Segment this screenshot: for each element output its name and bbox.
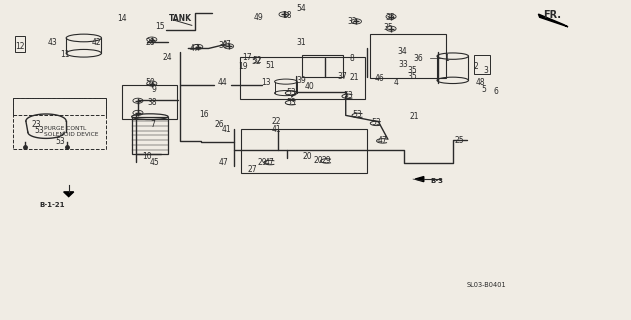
Text: 10: 10 bbox=[142, 152, 151, 161]
Bar bbox=[241, 129, 367, 173]
Text: 35: 35 bbox=[384, 23, 393, 32]
Text: 53: 53 bbox=[353, 110, 363, 119]
Text: 30: 30 bbox=[219, 41, 228, 50]
Text: 15: 15 bbox=[155, 22, 165, 31]
Text: 46: 46 bbox=[375, 74, 385, 83]
Text: 47: 47 bbox=[221, 40, 231, 49]
Text: FR.: FR. bbox=[543, 10, 562, 20]
Text: 22: 22 bbox=[272, 116, 281, 126]
Text: 47: 47 bbox=[219, 158, 228, 167]
Text: 20: 20 bbox=[314, 156, 324, 165]
Text: 1: 1 bbox=[444, 53, 449, 62]
Bar bbox=[132, 117, 168, 154]
Polygon shape bbox=[64, 192, 74, 197]
Text: B-1-21: B-1-21 bbox=[40, 202, 65, 208]
Text: 16: 16 bbox=[199, 110, 209, 119]
Text: 21: 21 bbox=[350, 73, 359, 82]
Text: 19: 19 bbox=[239, 62, 248, 71]
Text: 11: 11 bbox=[60, 50, 69, 59]
Text: 26: 26 bbox=[215, 120, 225, 129]
Text: 6: 6 bbox=[494, 87, 498, 96]
Text: 2: 2 bbox=[474, 61, 478, 70]
Text: 29: 29 bbox=[257, 158, 267, 167]
Text: 54: 54 bbox=[296, 4, 306, 13]
Text: 35: 35 bbox=[407, 66, 416, 75]
Text: 35: 35 bbox=[407, 72, 416, 81]
Bar bbox=[13, 98, 107, 116]
Text: 27: 27 bbox=[248, 165, 257, 174]
Text: 35: 35 bbox=[385, 13, 394, 22]
Text: 33: 33 bbox=[399, 60, 408, 69]
Text: 21: 21 bbox=[410, 112, 419, 121]
Polygon shape bbox=[538, 14, 568, 27]
Bar bbox=[370, 34, 447, 78]
Text: 39: 39 bbox=[297, 76, 307, 85]
Text: 5: 5 bbox=[482, 85, 487, 94]
Text: 28: 28 bbox=[146, 38, 155, 47]
Text: 47: 47 bbox=[264, 158, 274, 167]
Text: 7: 7 bbox=[151, 120, 155, 129]
Text: 47: 47 bbox=[378, 136, 387, 145]
Text: 41: 41 bbox=[272, 124, 281, 133]
Text: 43: 43 bbox=[47, 38, 57, 47]
Text: 17: 17 bbox=[243, 53, 252, 62]
Text: 18: 18 bbox=[283, 12, 292, 20]
Text: TANK: TANK bbox=[169, 14, 192, 23]
Text: 36: 36 bbox=[414, 53, 423, 62]
Text: 50: 50 bbox=[146, 78, 155, 87]
Bar bbox=[15, 36, 25, 52]
Text: 29: 29 bbox=[321, 156, 331, 165]
Text: 37: 37 bbox=[338, 72, 348, 81]
Text: 32: 32 bbox=[347, 17, 357, 26]
Text: 24: 24 bbox=[163, 53, 172, 62]
Bar bbox=[302, 55, 343, 76]
Text: PURGE CONTL
SOLENOID DEVICE: PURGE CONTL SOLENOID DEVICE bbox=[44, 126, 98, 137]
Text: 41: 41 bbox=[221, 124, 231, 133]
Text: 53: 53 bbox=[286, 88, 297, 97]
Text: 51: 51 bbox=[266, 61, 275, 70]
Text: 45: 45 bbox=[150, 158, 160, 167]
Text: 3: 3 bbox=[483, 66, 488, 75]
Text: 53: 53 bbox=[286, 98, 297, 107]
Text: SL03-B0401: SL03-B0401 bbox=[466, 282, 506, 288]
Text: 49: 49 bbox=[254, 13, 264, 22]
Text: 34: 34 bbox=[398, 47, 407, 56]
Polygon shape bbox=[415, 177, 424, 182]
Text: 4: 4 bbox=[394, 78, 399, 87]
Text: 48: 48 bbox=[476, 78, 485, 87]
Bar bbox=[240, 57, 365, 99]
Text: B-3: B-3 bbox=[430, 178, 443, 184]
Text: 25: 25 bbox=[454, 136, 464, 145]
Text: 23: 23 bbox=[32, 120, 42, 129]
Text: 31: 31 bbox=[297, 38, 307, 47]
Text: 52: 52 bbox=[253, 56, 262, 65]
Text: 12: 12 bbox=[15, 42, 25, 52]
Text: 14: 14 bbox=[117, 14, 126, 23]
Text: 9: 9 bbox=[151, 85, 156, 94]
Bar bbox=[122, 85, 177, 119]
Text: 52: 52 bbox=[251, 57, 261, 66]
Text: 20: 20 bbox=[302, 152, 312, 161]
Text: 8: 8 bbox=[349, 53, 354, 62]
Text: 47: 47 bbox=[190, 44, 199, 53]
Text: 53: 53 bbox=[35, 126, 45, 135]
Text: 38: 38 bbox=[147, 98, 156, 107]
Text: 44: 44 bbox=[218, 78, 228, 87]
Text: 53: 53 bbox=[343, 91, 353, 100]
Text: 40: 40 bbox=[304, 82, 314, 91]
Bar bbox=[13, 98, 107, 149]
Text: 53: 53 bbox=[56, 137, 66, 146]
Text: 42: 42 bbox=[91, 38, 101, 47]
Bar bbox=[474, 55, 490, 74]
Text: 13: 13 bbox=[262, 78, 271, 87]
Text: 53: 53 bbox=[372, 118, 382, 127]
